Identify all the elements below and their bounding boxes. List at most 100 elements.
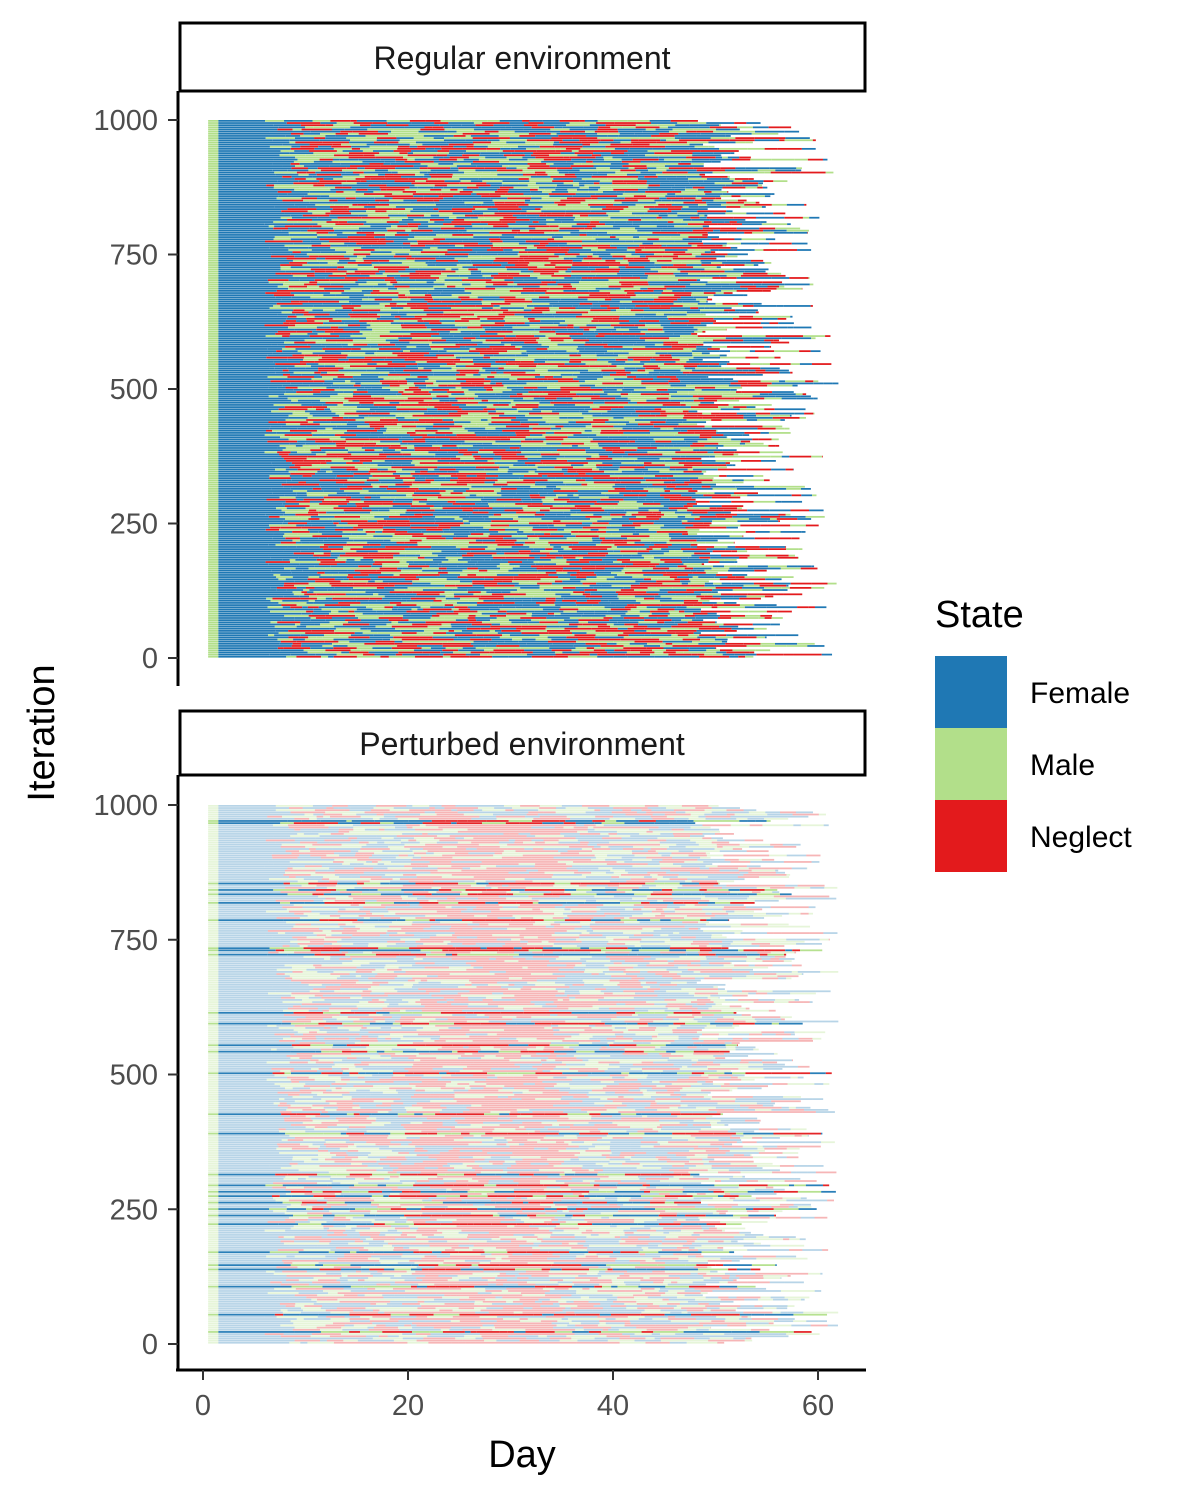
state-segment <box>424 210 439 213</box>
state-segment <box>619 322 646 325</box>
state-segment <box>463 188 472 191</box>
state-segment <box>350 350 377 353</box>
state-segment <box>318 369 339 372</box>
state-segment <box>523 315 555 318</box>
state-segment <box>365 277 395 279</box>
state-segment <box>501 221 516 223</box>
state-segment <box>727 231 745 234</box>
state-segment <box>546 290 564 292</box>
state-segment <box>548 193 576 195</box>
state-segment <box>518 251 528 254</box>
state-segment <box>391 298 411 301</box>
state-segment <box>704 369 722 372</box>
state-segment <box>387 122 412 124</box>
state-segment <box>354 270 380 273</box>
state-segment <box>647 302 674 305</box>
state-segment <box>218 419 286 421</box>
state-segment <box>721 285 741 288</box>
state-segment <box>467 397 475 400</box>
state-segment <box>218 470 289 473</box>
state-segment <box>661 216 691 219</box>
state-segment <box>584 408 592 411</box>
state-segment <box>671 343 688 346</box>
state-segment <box>432 444 443 447</box>
state-segment <box>331 464 352 467</box>
state-segment <box>709 380 739 383</box>
state-segment <box>682 371 690 374</box>
state-segment <box>767 285 780 288</box>
state-segment <box>622 333 646 335</box>
state-segment <box>506 268 529 271</box>
state-segment <box>389 216 408 219</box>
state-segment <box>264 223 294 226</box>
state-segment <box>325 401 344 404</box>
state-segment <box>774 356 781 359</box>
state-segment <box>603 156 613 159</box>
state-segment <box>278 195 305 198</box>
state-segment <box>429 218 445 221</box>
state-segment <box>342 307 354 309</box>
state-segment <box>271 253 291 256</box>
state-segment <box>358 227 387 230</box>
state-segment <box>423 175 432 178</box>
state-segment <box>275 156 296 159</box>
state-segment <box>279 444 296 447</box>
state-segment <box>312 309 324 312</box>
state-segment <box>472 225 494 228</box>
state-segment <box>311 451 326 454</box>
state-segment <box>519 348 537 350</box>
state-segment <box>218 143 283 146</box>
state-segment <box>376 137 397 139</box>
state-segment <box>455 285 486 288</box>
state-segment <box>448 122 474 124</box>
state-segment <box>415 141 447 144</box>
state-segment <box>335 294 364 297</box>
state-segment <box>705 193 723 195</box>
state-segment <box>354 466 367 469</box>
state-segment <box>764 277 772 279</box>
state-segment <box>542 268 568 271</box>
state-segment <box>314 371 321 374</box>
state-segment <box>711 412 720 415</box>
state-segment <box>663 313 687 316</box>
state-segment <box>591 423 619 426</box>
state-segment <box>461 317 480 320</box>
state-segment <box>521 444 552 447</box>
state-segment <box>373 451 384 454</box>
state-segment <box>610 216 641 219</box>
state-segment <box>636 341 664 344</box>
state-segment <box>654 449 681 452</box>
state-segment <box>553 143 583 146</box>
state-segment <box>505 406 512 408</box>
state-segment <box>572 444 578 447</box>
state-segment <box>447 451 459 454</box>
state-segment <box>569 391 580 393</box>
state-segment <box>410 472 436 475</box>
state-segment <box>498 135 520 137</box>
state-segment <box>670 143 690 146</box>
state-segment <box>624 367 636 370</box>
state-segment <box>515 221 533 223</box>
state-segment <box>473 234 502 236</box>
state-segment <box>727 156 740 159</box>
state-segment <box>310 130 341 133</box>
state-segment <box>427 300 442 303</box>
state-segment <box>361 246 380 249</box>
state-segment <box>779 380 786 383</box>
state-segment <box>666 315 673 318</box>
state-segment <box>646 434 675 436</box>
state-segment <box>571 225 588 228</box>
state-segment <box>293 242 322 245</box>
state-segment <box>585 199 615 202</box>
state-segment <box>366 322 391 325</box>
state-segment <box>218 440 268 443</box>
state-segment <box>663 326 694 329</box>
state-segment <box>668 382 691 385</box>
state-segment <box>672 268 678 271</box>
state-segment <box>488 423 495 426</box>
state-segment <box>401 326 427 329</box>
state-segment <box>610 309 617 312</box>
state-segment <box>407 397 433 400</box>
state-segment <box>218 126 279 129</box>
state-segment <box>751 169 758 172</box>
